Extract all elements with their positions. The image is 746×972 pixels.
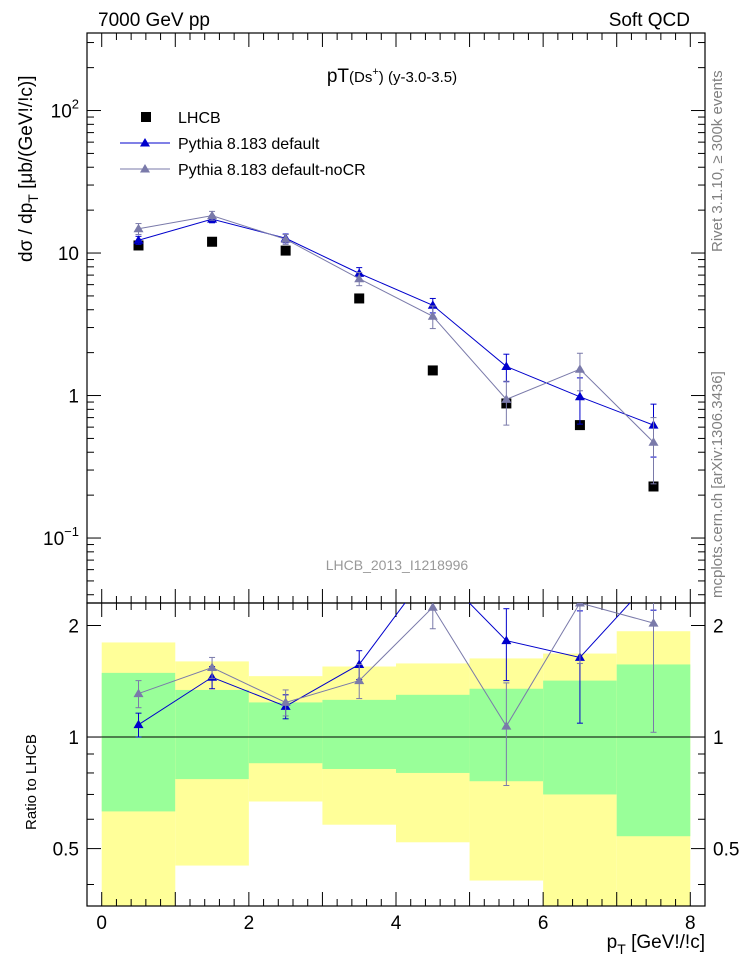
series-line bbox=[138, 215, 654, 443]
main-y-tick-label: 10 bbox=[58, 244, 79, 265]
series-pythia-default bbox=[133, 214, 659, 458]
main-y-tick-label: 10−1 bbox=[43, 524, 79, 550]
main-y-tick-label: 1 bbox=[68, 387, 79, 408]
ratio-uncertainty-bands bbox=[87, 631, 705, 906]
analysis-label: LHCB_2013_I1218996 bbox=[326, 557, 469, 573]
legend-item-lhcb: LHCB bbox=[141, 110, 221, 127]
legend-marker bbox=[140, 138, 150, 147]
main-y-tick-label: 102 bbox=[51, 97, 79, 123]
ratio-point bbox=[574, 603, 585, 607]
data-point bbox=[207, 210, 218, 220]
rivet-label: Rivet 3.1.10, ≥ 300k events bbox=[709, 70, 726, 252]
ratio-point bbox=[354, 659, 365, 668]
data-point bbox=[354, 273, 365, 283]
legend-marker bbox=[140, 164, 150, 173]
title-sub: (Ds bbox=[349, 69, 372, 86]
ratio-y-tick-label: 0.5 bbox=[53, 840, 79, 861]
data-point bbox=[427, 311, 438, 320]
ratio-line bbox=[138, 603, 631, 726]
plot-title: pT(Ds+) (y-3.0-3.5) bbox=[327, 66, 457, 87]
data-point bbox=[574, 391, 585, 401]
ratio-point bbox=[501, 635, 512, 645]
x-label-sub: T bbox=[617, 941, 626, 957]
ratio-series-pythia-nocr bbox=[133, 603, 659, 787]
ratio-y-axis-label: Ratio to LHCB bbox=[23, 734, 40, 830]
x-label-rest: [GeV!/!c] bbox=[626, 932, 705, 953]
ratio-point bbox=[133, 719, 144, 729]
x-tick-label: 6 bbox=[538, 913, 549, 934]
main-y-axis-label: dσ / dpT [μb/(GeV!/!c)] bbox=[16, 76, 41, 262]
ratio-point bbox=[280, 697, 291, 706]
legend-label: LHCB bbox=[178, 110, 221, 127]
ratio-clip-group bbox=[133, 572, 659, 787]
x-axis-label: pT [GeV!/!c] bbox=[607, 932, 705, 957]
data-point bbox=[648, 481, 659, 492]
y-label-sub: T bbox=[25, 194, 41, 203]
x-tick-label: 8 bbox=[685, 913, 696, 934]
tick-exponent: −1 bbox=[64, 524, 79, 539]
x-tick-label: 2 bbox=[244, 913, 255, 934]
main-series bbox=[133, 210, 659, 492]
category-label: Soft QCD bbox=[609, 10, 690, 31]
data-point bbox=[280, 245, 291, 256]
data-point bbox=[501, 394, 512, 403]
x-tick-label: 0 bbox=[96, 913, 107, 934]
ratio-point bbox=[207, 662, 218, 672]
data-point bbox=[427, 300, 438, 309]
legend-label: Pythia 8.183 default-noCR bbox=[178, 162, 366, 179]
ratio-point bbox=[649, 572, 659, 581]
ratio-point bbox=[648, 618, 659, 627]
series-pythia-nocr bbox=[133, 210, 659, 485]
data-point bbox=[207, 236, 218, 247]
ratio-point bbox=[133, 688, 144, 698]
legend-item-pythia-nocr: Pythia 8.183 default-noCR bbox=[120, 162, 366, 179]
tick-exponent: 2 bbox=[72, 97, 79, 112]
series-line bbox=[138, 218, 654, 426]
ratio-y-tick-label: 1 bbox=[68, 728, 79, 749]
legend: LHCB Pythia 8.183 default Pythia 8.183 def… bbox=[120, 110, 366, 179]
data-point bbox=[501, 361, 512, 370]
tick-base: 10 bbox=[51, 102, 72, 123]
ratio-series bbox=[133, 572, 659, 787]
ratio-point bbox=[427, 603, 438, 611]
data-point bbox=[648, 437, 659, 446]
green-band-bin bbox=[322, 699, 396, 769]
title-tail: ) (y-3.0-3.5) bbox=[379, 69, 457, 86]
data-point bbox=[574, 420, 585, 431]
title-sup: + bbox=[372, 66, 378, 78]
legend-item-pythia-default: Pythia 8.183 default bbox=[120, 136, 320, 153]
ratio-line bbox=[138, 603, 654, 728]
legend-marker bbox=[141, 112, 151, 122]
data-point bbox=[133, 235, 144, 244]
ratio-point bbox=[354, 675, 365, 685]
ratio-y-tick-label-right: 1 bbox=[713, 728, 724, 749]
data-point bbox=[133, 223, 144, 233]
data-point bbox=[280, 234, 291, 243]
title-main: pT bbox=[327, 66, 350, 87]
ratio-y-tick-label: 2 bbox=[68, 616, 79, 637]
data-point bbox=[574, 364, 585, 373]
green-band-bin bbox=[175, 689, 249, 780]
data-point bbox=[354, 293, 365, 304]
energy-label: 7000 GeV pp bbox=[98, 10, 210, 31]
ratio-y-tick-label-right: 0.5 bbox=[713, 840, 739, 861]
tick-base: 10 bbox=[43, 529, 64, 550]
y-label-part2: [μb/(GeV!/!c)] bbox=[16, 76, 37, 195]
legend-label: Pythia 8.183 default bbox=[178, 136, 320, 153]
mcplots-label: mcplots.cern.ch [arXiv:1306.3436] bbox=[709, 371, 726, 598]
ratio-point bbox=[501, 721, 512, 730]
x-tick-label: 4 bbox=[391, 913, 402, 934]
data-point bbox=[427, 365, 438, 376]
x-label-p: p bbox=[607, 932, 618, 953]
green-band-bin bbox=[396, 694, 470, 773]
y-label-part1: dσ / dp bbox=[16, 203, 37, 262]
ratio-y-tick-label-right: 2 bbox=[713, 616, 724, 637]
data-point bbox=[133, 240, 144, 251]
